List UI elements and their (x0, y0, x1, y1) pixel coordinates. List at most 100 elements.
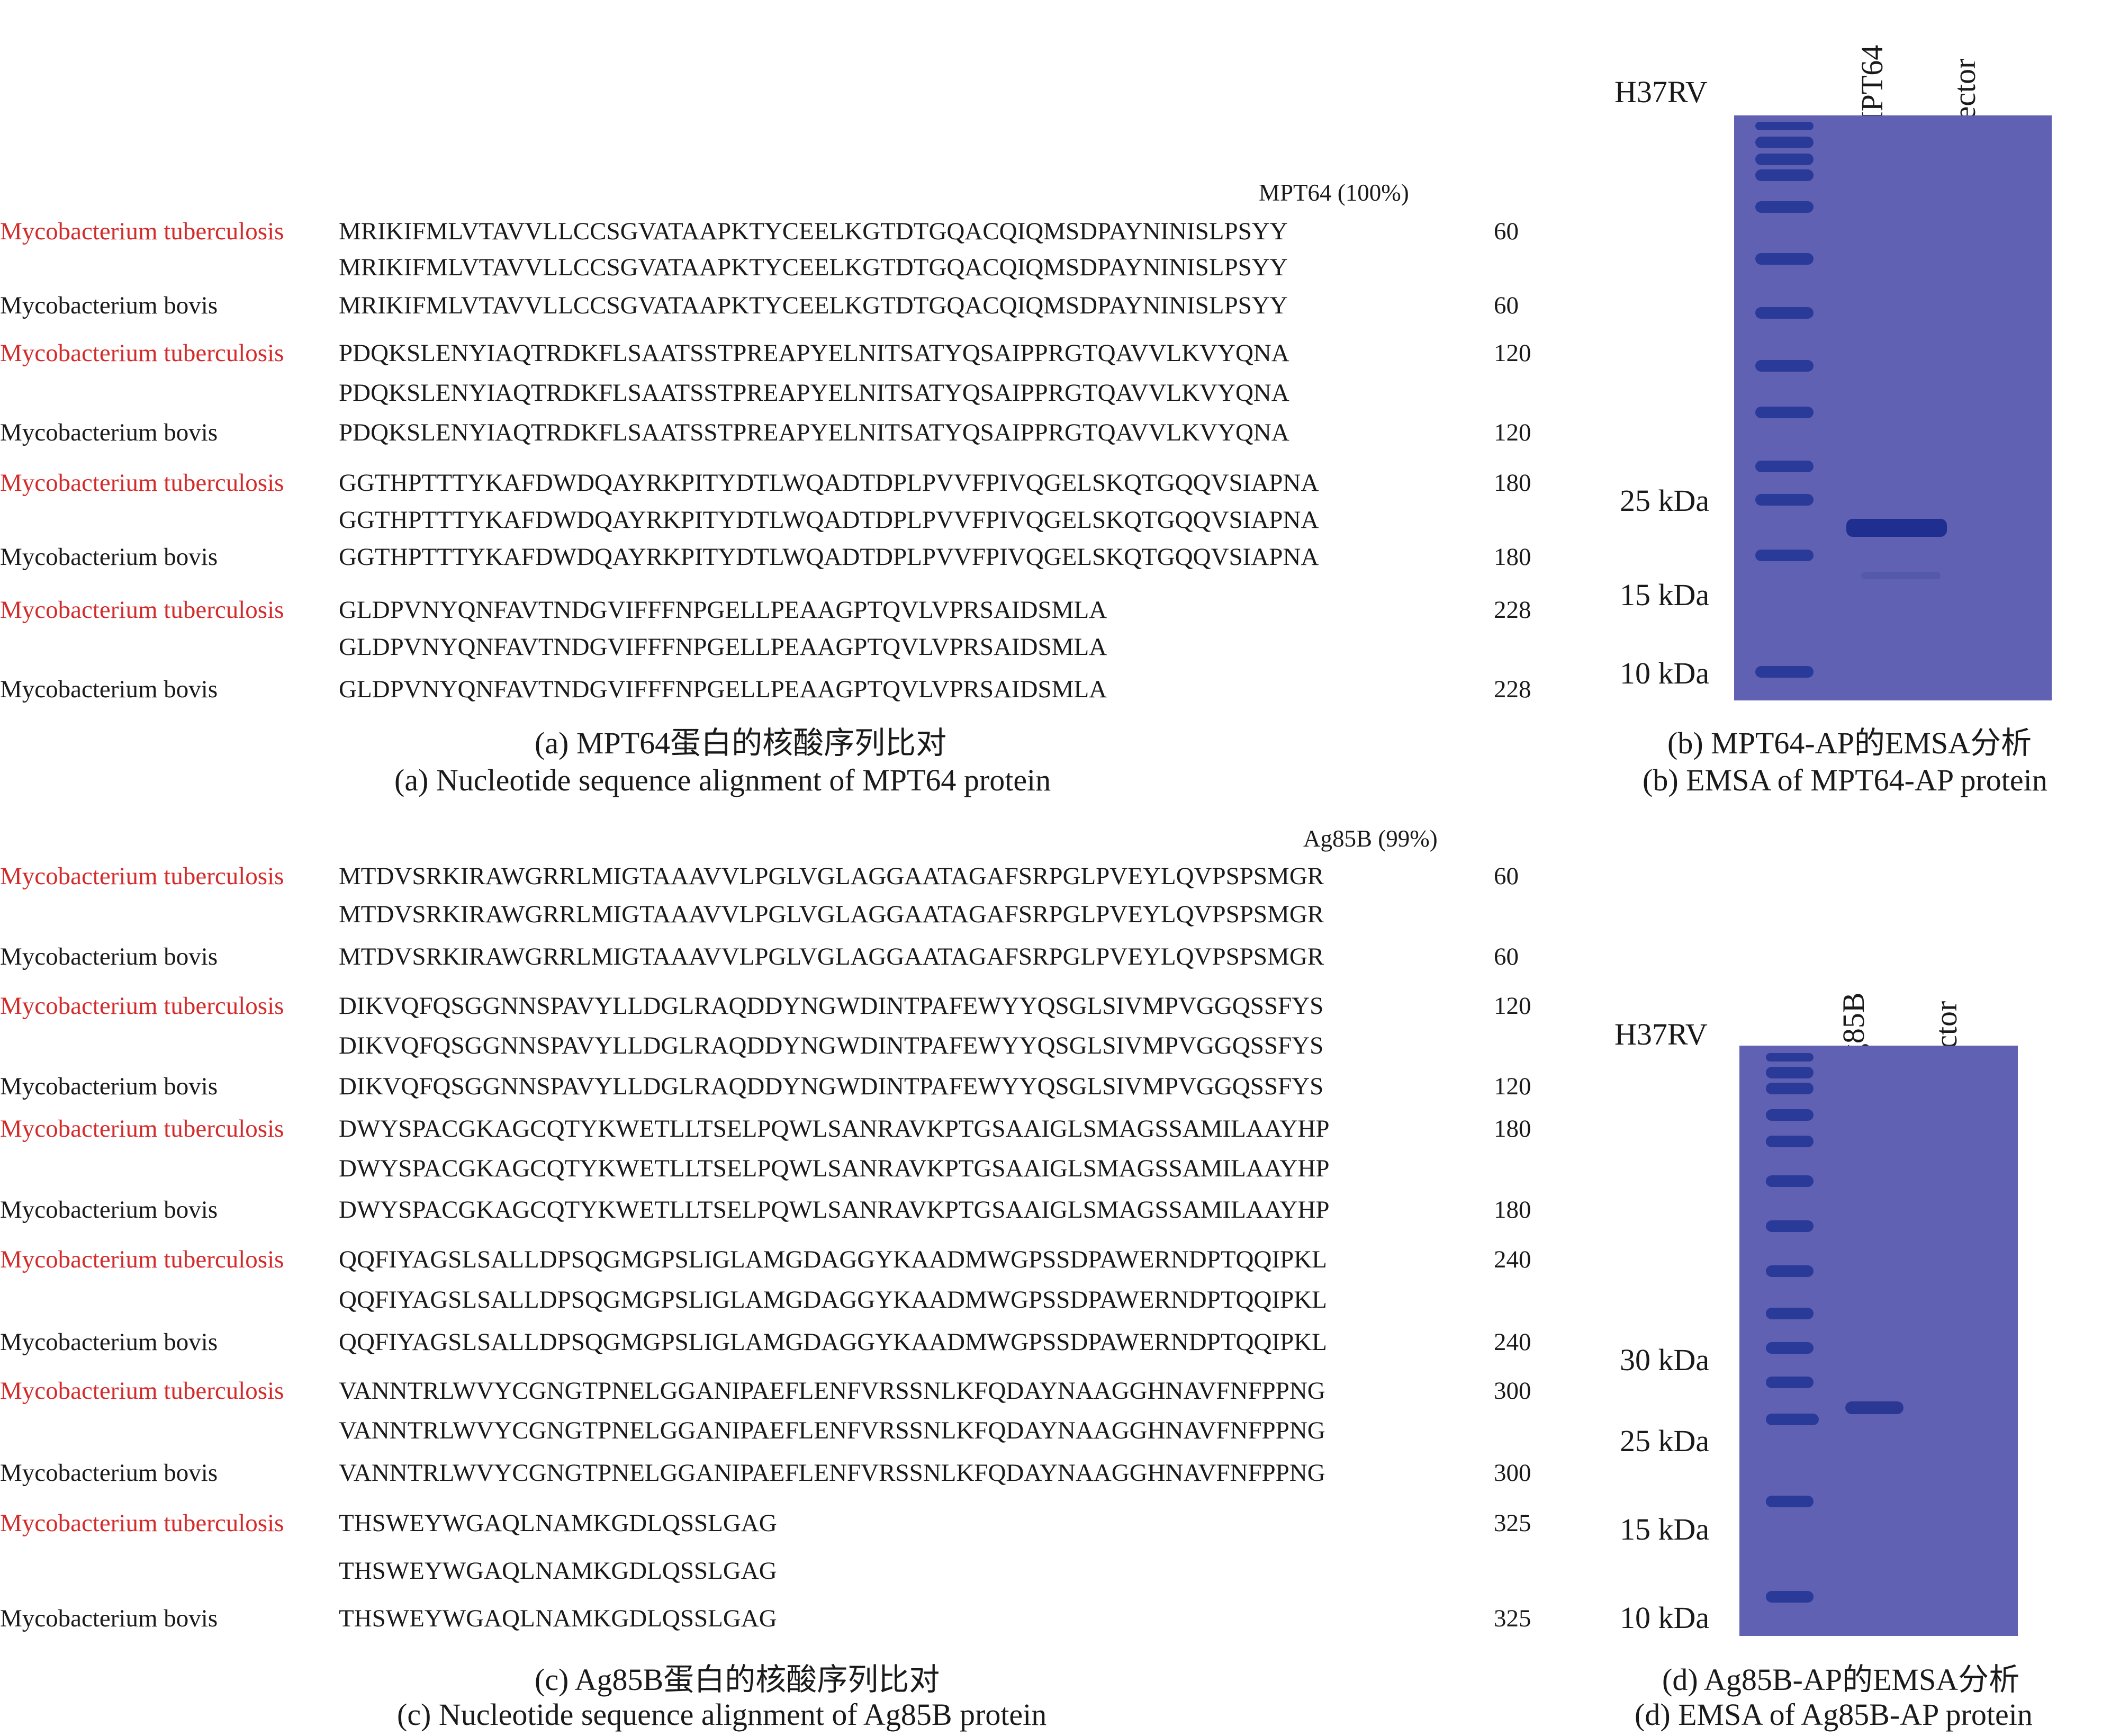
bovis-sequence: PDQKSLENYIAQTRDKFLSAATSSTPREAPYELNITSATY… (339, 419, 1289, 446)
panel-a-caption-en: (a) Nucleotide sequence alignment of MPT… (394, 763, 1051, 797)
tuberculosis-position: 180 (1494, 1115, 1531, 1143)
bovis-label: Mycobacterium bovis (0, 1459, 218, 1487)
ladder-band (1766, 1342, 1814, 1354)
tuberculosis-position: 120 (1494, 992, 1531, 1020)
tuberculosis-label: Mycobacterium tuberculosis (0, 1246, 284, 1273)
tuberculosis-sequence: THSWEYWGAQLNAMKGDLQSSLGAG (339, 1509, 777, 1537)
consensus-sequence: DWYSPACGKAGCQTYKWETLLTSELPQWLSANRAVKPTGS… (339, 1155, 1330, 1182)
consensus-sequence: QQFIYAGSLSALLDPSQGMGPSLIGLAMGDAGGYKAADMW… (339, 1286, 1327, 1314)
ladder-band (1755, 169, 1814, 181)
tuberculosis-position: 240 (1494, 1246, 1531, 1273)
tuberculosis-sequence: GLDPVNYQNFAVTNDGVIFFFNPGELLPEAAGPTQVLVPR… (339, 596, 1107, 624)
ladder-band (1766, 1496, 1814, 1507)
tuberculosis-position: 180 (1494, 469, 1531, 497)
bovis-label: Mycobacterium bovis (0, 1328, 218, 1356)
panel-d-caption-cn: (d) Ag85B-AP的EMSA分析 (1662, 1662, 2020, 1697)
bovis-position: 120 (1494, 419, 1531, 446)
panel-b-marker-3: 10 kDa (1620, 656, 1710, 690)
panel-b-marker-1: 25 kDa (1620, 483, 1710, 518)
panel-d-marker-1: 30 kDa (1620, 1343, 1710, 1377)
tuberculosis-label: Mycobacterium tuberculosis (0, 1509, 284, 1537)
tuberculosis-label: Mycobacterium tuberculosis (0, 218, 284, 245)
ladder-band (1755, 137, 1814, 148)
tuberculosis-label: Mycobacterium tuberculosis (0, 1115, 284, 1143)
panel-d-marker-2: 25 kDa (1620, 1424, 1710, 1458)
ladder-band (1755, 360, 1814, 372)
consensus-sequence: GGTHPTTTYKAFDWDQAYRKPITYDTLWQADTDPLPVVFP… (339, 506, 1319, 534)
consensus-sequence: VANNTRLWVYCGNGTPNELGGANIPAEFLENFVRSSNLKF… (339, 1417, 1325, 1444)
consensus-sequence: DIKVQFQSGGNNSPAVYLLDGLRAQDDYNGWDINTPAFEW… (339, 1032, 1324, 1059)
ladder-band (1766, 1414, 1819, 1425)
consensus-sequence: THSWEYWGAQLNAMKGDLQSSLGAG (339, 1557, 777, 1585)
panel-b-caption-en: (b) EMSA of MPT64-AP protein (1643, 763, 2047, 797)
bovis-label: Mycobacterium bovis (0, 676, 218, 703)
panel-d-caption-en: (d) EMSA of Ag85B-AP protein (1635, 1697, 2033, 1732)
ladder-band (1755, 461, 1814, 472)
tuberculosis-sequence: DIKVQFQSGGNNSPAVYLLDGLRAQDDYNGWDINTPAFEW… (339, 992, 1324, 1020)
tuberculosis-position: 120 (1494, 339, 1531, 367)
bovis-label: Mycobacterium bovis (0, 1196, 218, 1224)
panel-d-marker-3: 15 kDa (1620, 1512, 1710, 1546)
consensus-sequence: MRIKIFMLVTAVVLLCCSGVATAAPKTYCEELKGTDTGQA… (339, 254, 1288, 281)
bovis-position: 228 (1494, 676, 1531, 703)
ladder-band (1766, 1053, 1814, 1062)
tuberculosis-label: Mycobacterium tuberculosis (0, 1377, 284, 1405)
ladder-band (1755, 407, 1814, 418)
panel-c-caption-en: (c) Nucleotide sequence alignment of Ag8… (397, 1697, 1047, 1732)
bovis-position: 300 (1494, 1459, 1531, 1487)
bovis-sequence: THSWEYWGAQLNAMKGDLQSSLGAG (339, 1605, 777, 1632)
bovis-sequence: GLDPVNYQNFAVTNDGVIFFFNPGELLPEAAGPTQVLVPR… (339, 676, 1107, 703)
tuberculosis-sequence: MRIKIFMLVTAVVLLCCSGVATAAPKTYCEELKGTDTGQA… (339, 218, 1288, 245)
bovis-position: 240 (1494, 1328, 1531, 1356)
panel-b-marker-2: 15 kDa (1620, 578, 1710, 612)
bovis-position: 180 (1494, 1196, 1531, 1224)
ag85b-protein-band (1845, 1401, 1903, 1414)
panel-a-header: MPT64 (100%) (1259, 179, 1409, 206)
tuberculosis-position: 300 (1494, 1377, 1531, 1405)
bovis-label: Mycobacterium bovis (0, 543, 218, 571)
tuberculosis-label: Mycobacterium tuberculosis (0, 469, 284, 497)
bovis-sequence: DIKVQFQSGGNNSPAVYLLDGLRAQDDYNGWDINTPAFEW… (339, 1073, 1324, 1100)
panel-b-ladder-label: H37RV (1614, 75, 1708, 109)
ladder-band (1766, 1377, 1814, 1388)
bovis-sequence: DWYSPACGKAGCQTYKWETLLTSELPQWLSANRAVKPTGS… (339, 1196, 1330, 1224)
tuberculosis-position: 60 (1494, 218, 1519, 245)
ladder-band (1755, 494, 1814, 506)
bovis-label: Mycobacterium bovis (0, 943, 218, 970)
consensus-sequence: MTDVSRKIRAWGRRLMIGTAAAVVLPGLVGLAGGAATAGA… (339, 901, 1324, 928)
tuberculosis-label: Mycobacterium tuberculosis (0, 596, 284, 624)
ladder-band (1755, 201, 1814, 213)
tuberculosis-position: 325 (1494, 1509, 1531, 1537)
panel-d-marker-4: 10 kDa (1620, 1600, 1710, 1635)
bovis-position: 180 (1494, 543, 1531, 571)
tuberculosis-label: Mycobacterium tuberculosis (0, 862, 284, 890)
ladder-band (1766, 1308, 1814, 1319)
bovis-position: 60 (1494, 943, 1519, 970)
ladder-band (1766, 1083, 1814, 1094)
bovis-label: Mycobacterium bovis (0, 419, 218, 446)
consensus-sequence: GLDPVNYQNFAVTNDGVIFFFNPGELLPEAAGPTQVLVPR… (339, 633, 1107, 661)
panel-a-caption-cn: (a) MPT64蛋白的核酸序列比对 (535, 726, 947, 760)
panel-b-caption-cn: (b) MPT64-AP的EMSA分析 (1667, 726, 2032, 760)
bovis-position: 120 (1494, 1073, 1531, 1100)
tuberculosis-sequence: PDQKSLENYIAQTRDKFLSAATSSTPREAPYELNITSATY… (339, 339, 1289, 367)
bovis-label: Mycobacterium bovis (0, 1073, 218, 1100)
consensus-sequence: PDQKSLENYIAQTRDKFLSAATSSTPREAPYELNITSATY… (339, 379, 1289, 407)
tuberculosis-sequence: MTDVSRKIRAWGRRLMIGTAAAVVLPGLVGLAGGAATAGA… (339, 862, 1324, 890)
panel-d-gel-image (1739, 1046, 2018, 1636)
ladder-band (1766, 1220, 1814, 1232)
ladder-band (1755, 154, 1814, 165)
ladder-band (1766, 1109, 1814, 1121)
ladder-band (1766, 1591, 1814, 1603)
panel-d-ladder-label: H37RV (1614, 1017, 1708, 1051)
panel-b-gel-image (1734, 115, 2052, 700)
tuberculosis-position: 60 (1494, 862, 1519, 890)
ladder-band (1755, 253, 1814, 265)
bovis-position: 325 (1494, 1605, 1531, 1632)
tuberculosis-label: Mycobacterium tuberculosis (0, 992, 284, 1020)
ladder-band (1766, 1067, 1814, 1078)
tuberculosis-label: Mycobacterium tuberculosis (0, 339, 284, 367)
bovis-sequence: MTDVSRKIRAWGRRLMIGTAAAVVLPGLVGLAGGAATAGA… (339, 943, 1324, 970)
bovis-position: 60 (1494, 292, 1519, 319)
bovis-sequence: MRIKIFMLVTAVVLLCCSGVATAAPKTYCEELKGTDTGQA… (339, 292, 1288, 319)
